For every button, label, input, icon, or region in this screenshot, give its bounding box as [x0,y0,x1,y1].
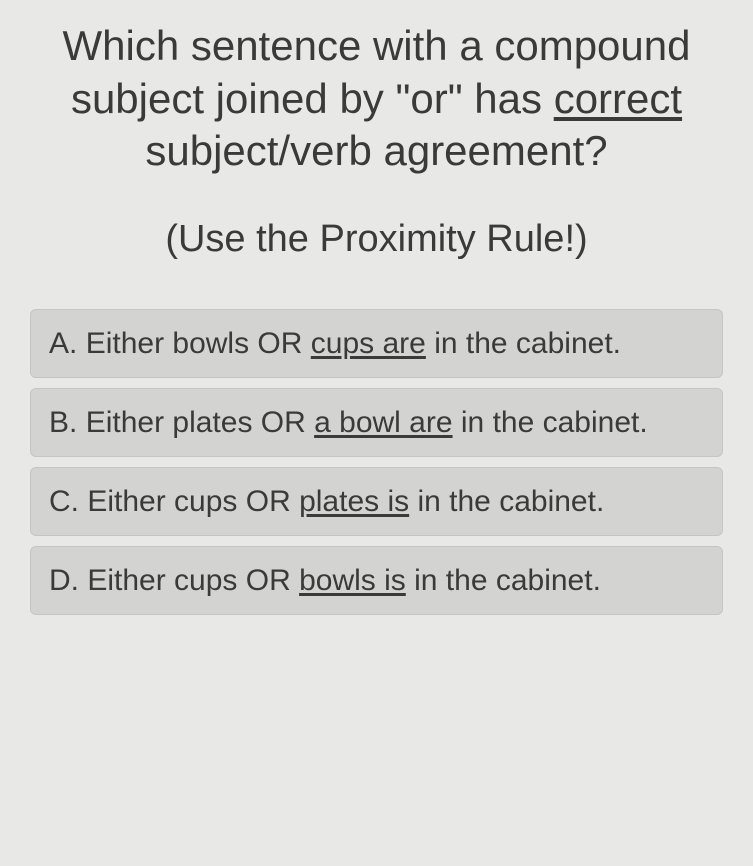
option-underlined: cups are [311,327,426,360]
option-letter: B. [49,406,77,439]
option-post: in the cabinet. [453,406,648,439]
option-c[interactable]: C. Either cups OR plates is in the cabin… [30,467,723,536]
question-post: subject/verb agreement? [145,127,607,174]
option-underlined: plates is [299,485,409,518]
option-post: in the cabinet. [406,564,601,597]
option-a[interactable]: A. Either bowls OR cups are in the cabin… [30,309,723,378]
option-letter: A. [49,327,77,360]
option-post: in the cabinet. [409,485,604,518]
option-pre: Either cups OR [79,564,299,597]
option-letter: C. [49,485,79,518]
option-pre: Either cups OR [79,485,299,518]
options-list: A. Either bowls OR cups are in the cabin… [30,309,723,615]
option-pre: Either bowls OR [77,327,310,360]
option-b[interactable]: B. Either plates OR a bowl are in the ca… [30,388,723,457]
option-underlined: a bowl are [314,406,452,439]
option-pre: Either plates OR [77,406,314,439]
question-text: Which sentence with a compound subject j… [30,20,723,178]
option-underlined: bowls is [299,564,406,597]
option-d[interactable]: D. Either cups OR bowls is in the cabine… [30,546,723,615]
option-letter: D. [49,564,79,597]
hint-text: (Use the Proximity Rule!) [30,218,723,261]
question-underlined: correct [554,75,682,122]
option-post: in the cabinet. [426,327,621,360]
